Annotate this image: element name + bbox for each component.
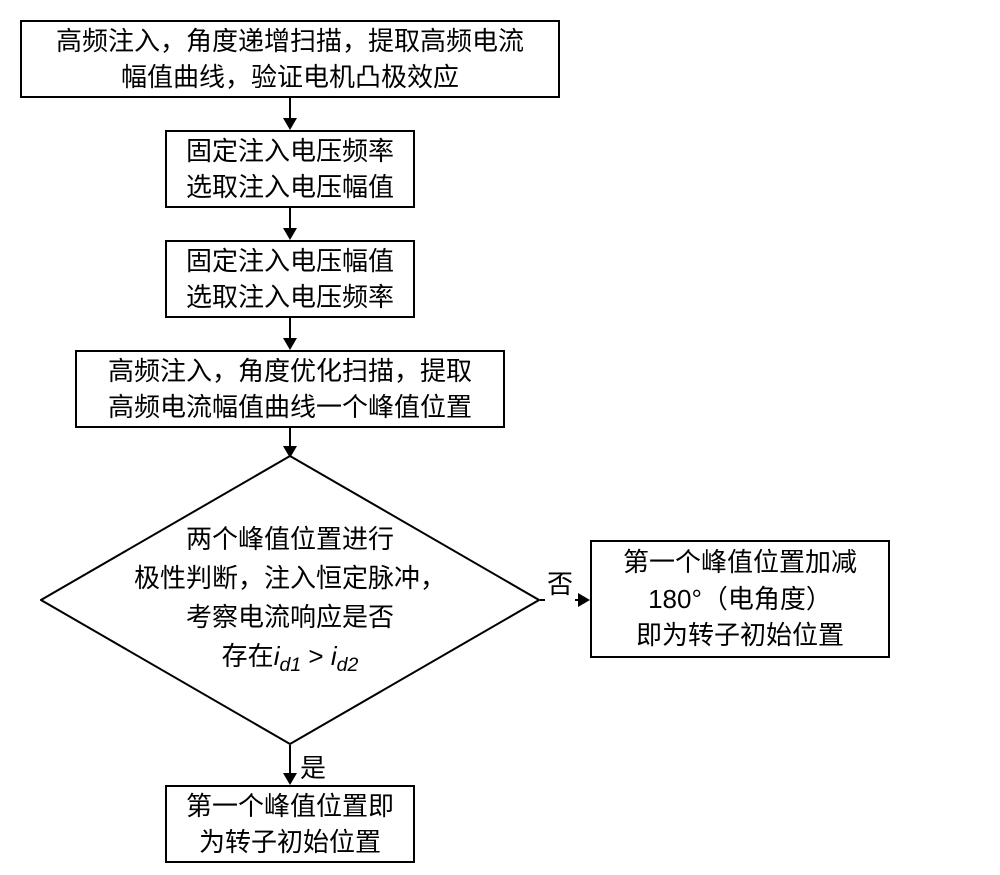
- process-box-4: 高频注入，角度优化扫描，提取 高频电流幅值曲线一个峰值位置: [75, 350, 505, 428]
- decision-line-4: 存在id1 > id2: [222, 641, 359, 671]
- flowchart-canvas: 高频注入，角度递增扫描，提取高频电流 幅值曲线，验证电机凸极效应 固定注入电压频…: [0, 0, 1000, 875]
- process-box-6: 第一个峰值位置加减 180°（电角度） 即为转子初始位置: [590, 540, 890, 658]
- process-text-6: 第一个峰值位置加减 180°（电角度） 即为转子初始位置: [623, 544, 857, 653]
- process-text-1: 高频注入，角度递增扫描，提取高频电流 幅值曲线，验证电机凸极效应: [56, 23, 524, 96]
- arrow-1-head: [283, 118, 297, 130]
- arrow-1: [289, 98, 291, 120]
- arrow-3: [289, 318, 291, 340]
- arrow-right-head: [578, 593, 590, 607]
- process-box-1: 高频注入，角度递增扫描，提取高频电流 幅值曲线，验证电机凸极效应: [20, 20, 560, 98]
- process-box-7: 第一个峰值位置即 为转子初始位置: [165, 785, 415, 863]
- arrow-3-head: [283, 338, 297, 350]
- arrow-2: [289, 208, 291, 230]
- arrow-down-yes: [289, 745, 291, 775]
- decision-box: 两个峰值位置进行 极性判断，注入恒定脉冲， 考察电流响应是否 存在id1 > i…: [40, 455, 540, 745]
- edge-label-no: 否: [545, 564, 575, 601]
- process-text-7: 第一个峰值位置即 为转子初始位置: [186, 788, 394, 861]
- edge-label-yes: 是: [298, 748, 328, 785]
- decision-text: 两个峰值位置进行 极性判断，注入恒定脉冲， 考察电流响应是否 存在id1 > i…: [40, 455, 540, 745]
- process-box-3: 固定注入电压幅值 选取注入电压频率: [165, 240, 415, 318]
- process-text-4: 高频注入，角度优化扫描，提取 高频电流幅值曲线一个峰值位置: [108, 353, 472, 426]
- arrow-2-head: [283, 228, 297, 240]
- process-text-2: 固定注入电压频率 选取注入电压幅值: [186, 133, 394, 206]
- arrow-4: [289, 428, 291, 448]
- arrow-down-yes-head: [283, 773, 297, 785]
- process-text-3: 固定注入电压幅值 选取注入电压频率: [186, 243, 394, 316]
- process-box-2: 固定注入电压频率 选取注入电压幅值: [165, 130, 415, 208]
